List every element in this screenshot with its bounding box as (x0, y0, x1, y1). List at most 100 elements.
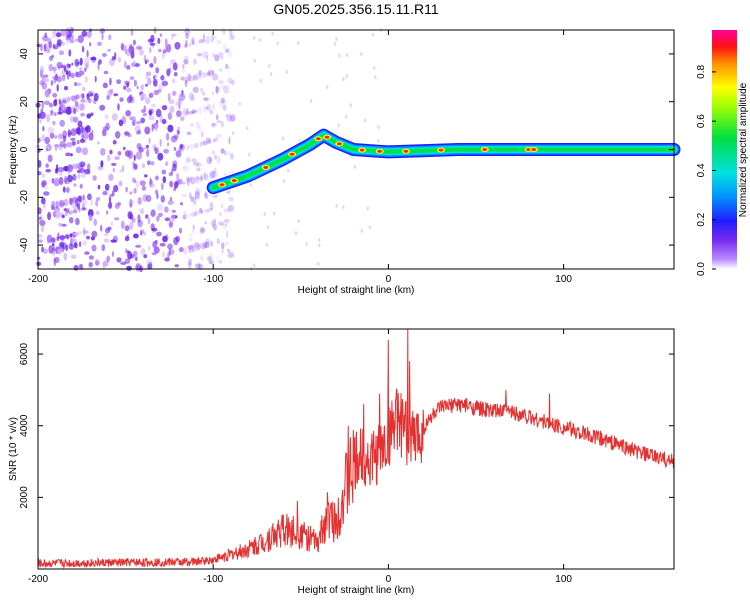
noise-blob (155, 119, 159, 124)
noise-blob (72, 116, 79, 123)
spectrogram-x-ticks: -200 -100 0 100 (28, 30, 572, 285)
noise-speck (231, 131, 235, 136)
noise-blob (46, 113, 51, 123)
noise-blob (187, 73, 191, 82)
noise-blob (200, 255, 204, 261)
noise-blob (189, 232, 193, 238)
noise-blob (182, 214, 187, 220)
noise-blob (63, 165, 68, 172)
noise-blob (178, 147, 182, 152)
noise-blob (201, 131, 204, 138)
noise-blob (95, 199, 99, 207)
noise-blob (57, 111, 63, 115)
noise-blob (205, 238, 211, 245)
noise-blob (181, 144, 186, 149)
noise-blob (140, 248, 146, 256)
noise-blob (120, 42, 125, 51)
noise-blob (82, 86, 86, 92)
noise-blob (113, 184, 119, 193)
noise-blob (192, 224, 196, 230)
noise-speck (252, 263, 256, 268)
noise-blob (110, 221, 114, 226)
noise-blob (188, 111, 195, 115)
noise-blob (159, 138, 162, 147)
noise-blob (87, 209, 94, 218)
noise-blob (47, 126, 55, 135)
noise-blob (102, 260, 109, 267)
noise-blob (77, 34, 84, 44)
noise-blob (160, 75, 165, 81)
noise-blob (200, 174, 203, 182)
noise-speck (224, 223, 228, 228)
noise-blob (126, 234, 130, 240)
noise-blob (101, 33, 104, 41)
noise-blob (182, 107, 189, 116)
noise-blob (216, 39, 222, 45)
spectrogram-ridge (205, 127, 682, 196)
noise-blob (229, 152, 234, 160)
noise-blob (117, 151, 122, 156)
noise-blob (122, 146, 126, 151)
noise-blob (134, 179, 137, 184)
spectrogram-y-tick-label: 20 (19, 96, 30, 108)
noise-blob (204, 221, 207, 225)
noise-blob (147, 160, 151, 166)
noise-blob (211, 34, 214, 43)
noise-blob (45, 147, 49, 152)
noise-blob (148, 246, 151, 251)
noise-speck (342, 77, 345, 82)
noise-blob (184, 27, 190, 36)
noise-blob (55, 209, 61, 218)
noise-blob (132, 39, 136, 46)
noise-blob (129, 221, 134, 230)
noise-blob (42, 35, 49, 42)
noise-blob (220, 97, 225, 104)
noise-blob (127, 211, 133, 220)
noise-blob (129, 191, 133, 195)
noise-blob (206, 71, 211, 77)
noise-blob (136, 143, 142, 150)
noise-blob (189, 42, 192, 47)
noise-blob (39, 220, 46, 226)
noise-blob (161, 105, 168, 111)
noise-blob (225, 49, 229, 54)
noise-blob (79, 67, 82, 71)
noise-blob (220, 83, 226, 90)
noise-blob (86, 31, 92, 38)
noise-blob (166, 132, 170, 141)
noise-speck (366, 206, 369, 211)
noise-blob (209, 110, 213, 115)
noise-blob (82, 200, 88, 206)
noise-blob (147, 38, 154, 43)
noise-blob (200, 227, 206, 233)
noise-blob (183, 59, 189, 65)
noise-blob (42, 74, 49, 78)
noise-speck (276, 41, 279, 46)
noise-blob (149, 177, 152, 185)
noise-blob (190, 123, 194, 127)
noise-blob (44, 32, 47, 38)
noise-blob (126, 265, 132, 271)
noise-blob (145, 194, 152, 202)
noise-blob (41, 134, 45, 142)
noise-blob (74, 82, 78, 87)
noise-blob (57, 133, 64, 140)
noise-blob (209, 201, 214, 211)
spectrogram-x-tick-label: -200 (28, 274, 48, 285)
noise-blob (50, 80, 54, 86)
noise-blob (71, 141, 77, 146)
noise-blob (37, 160, 42, 168)
noise-blob (61, 41, 65, 46)
noise-blob (215, 114, 219, 121)
noise-blob (194, 210, 197, 217)
noise-blob (136, 180, 139, 190)
noise-blob (207, 104, 212, 112)
noise-blob (212, 35, 217, 40)
noise-blob (120, 261, 127, 265)
noise-blob (144, 126, 151, 135)
ridge-peak (263, 165, 269, 169)
noise-speck (263, 212, 266, 216)
noise-blob (162, 52, 165, 59)
noise-blob (201, 91, 206, 96)
noise-blob (93, 218, 98, 227)
